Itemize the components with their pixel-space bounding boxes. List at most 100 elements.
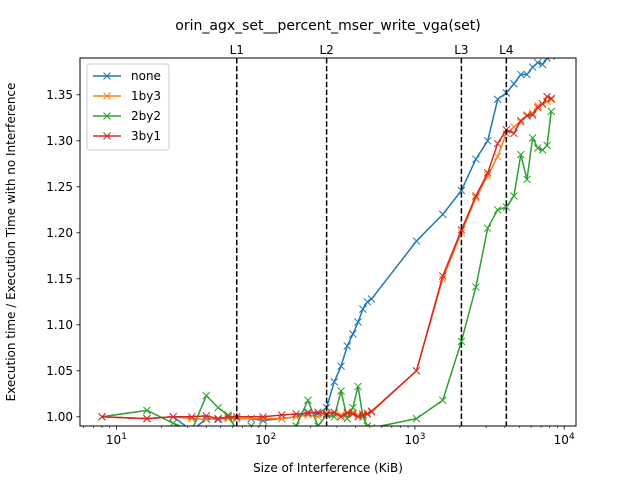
data-point-3by1 xyxy=(493,139,502,148)
data-point-2by2 xyxy=(516,150,525,159)
legend-box xyxy=(86,63,170,151)
data-point-2by2 xyxy=(278,427,285,434)
data-point-none xyxy=(493,95,502,104)
data-point-3by1 xyxy=(277,411,286,419)
data-point-3by1 xyxy=(314,408,322,417)
data-point-none xyxy=(516,70,525,79)
data-point-none xyxy=(483,136,492,145)
data-point-2by2 xyxy=(337,387,345,395)
data-point-none xyxy=(533,58,542,67)
x-tick-label: 104 xyxy=(554,432,575,447)
data-point-3by1 xyxy=(359,411,367,419)
y-tick-label: 1.15 xyxy=(46,272,73,286)
data-point-2by2 xyxy=(247,422,256,426)
legend-item-2by2: 2by2 xyxy=(93,109,161,123)
data-point-none xyxy=(304,408,312,417)
data-point-3by1 xyxy=(354,412,362,421)
data-point-2by2 xyxy=(543,141,551,150)
data-point-2by2 xyxy=(510,192,518,200)
data-point-2by2 xyxy=(314,422,322,426)
legend-label: 3by1 xyxy=(131,129,161,143)
data-point-2by2 xyxy=(354,382,362,391)
data-point-none xyxy=(343,342,352,350)
legend-item-3by1: 3by1 xyxy=(93,129,161,143)
data-point-3by1 xyxy=(516,116,525,125)
data-point-3by1 xyxy=(169,412,178,421)
data-point-3by1 xyxy=(457,226,466,234)
data-point-2by2 xyxy=(472,283,480,291)
data-point-2by2 xyxy=(493,205,502,214)
data-point-2by2 xyxy=(412,414,421,423)
data-point-2by2 xyxy=(502,203,511,211)
data-point-none xyxy=(538,60,547,69)
data-point-none xyxy=(412,237,421,245)
data-point-2by2 xyxy=(367,423,376,426)
legend: none 1by3 2by2 3by1 xyxy=(86,63,170,151)
data-point-none xyxy=(337,362,345,371)
data-point-2by2 xyxy=(528,134,537,142)
y-axis-label: Execution time / Execution Time with no … xyxy=(4,83,18,402)
data-point-1by3 xyxy=(277,414,286,423)
cache-label-l4: L4 xyxy=(499,43,513,57)
y-tick-label: 1.20 xyxy=(46,226,73,240)
series-3by1 xyxy=(98,92,556,423)
legend-item-1by3: 1by3 xyxy=(93,89,161,103)
data-point-3by1 xyxy=(528,111,537,119)
data-point-1by3 xyxy=(533,101,542,110)
data-point-2by2 xyxy=(483,224,492,233)
data-point-3by1 xyxy=(363,410,372,418)
data-point-none xyxy=(363,297,372,306)
legend-marker xyxy=(103,132,111,140)
data-point-none xyxy=(354,318,362,326)
cache-label-l2: L2 xyxy=(319,43,333,57)
series-layer xyxy=(98,58,556,434)
data-point-2by2 xyxy=(523,175,531,184)
y-tick-label: 1.00 xyxy=(46,410,73,424)
data-point-2by2 xyxy=(233,427,240,434)
legend-label: 1by3 xyxy=(131,89,161,103)
data-point-none xyxy=(543,58,551,62)
x-tick-label: 102 xyxy=(255,432,276,447)
data-point-2by2 xyxy=(438,396,447,405)
data-point-none xyxy=(367,295,376,303)
legend-label: none xyxy=(131,69,161,83)
data-point-1by3 xyxy=(337,411,345,419)
y-axis-ticks: 1.00 1.05 1.10 1.15 1.20 1.25 1.30 1.35 xyxy=(46,88,80,424)
data-point-2by2 xyxy=(143,406,151,415)
data-point-2by2 xyxy=(363,422,372,426)
data-point-3by1 xyxy=(483,169,492,177)
data-point-3by1 xyxy=(543,92,551,101)
data-point-none xyxy=(510,79,518,88)
x-axis-ticks: 101 102 103 104 xyxy=(83,426,575,447)
data-point-none xyxy=(188,427,195,434)
data-point-3by1 xyxy=(472,192,480,200)
data-point-3by1 xyxy=(187,412,196,421)
data-point-3by1 xyxy=(538,100,547,108)
data-point-3by1 xyxy=(224,412,232,421)
y-tick-label: 1.25 xyxy=(46,180,73,194)
data-point-1by3 xyxy=(493,152,502,161)
data-point-3by1 xyxy=(202,412,211,420)
data-point-2by2 xyxy=(457,337,466,346)
data-point-3by1 xyxy=(547,94,556,103)
legend-item-none: none xyxy=(93,69,161,83)
data-point-2by2 xyxy=(304,396,312,405)
data-point-3by1 xyxy=(412,366,421,375)
data-point-2by2 xyxy=(214,403,222,412)
data-point-3by1 xyxy=(510,129,518,138)
cache-label-l3: L3 xyxy=(454,43,468,57)
data-point-none xyxy=(547,58,556,61)
legend-label: 2by2 xyxy=(131,109,161,123)
data-point-3by1 xyxy=(292,410,301,418)
data-point-3by1 xyxy=(337,412,345,421)
legend-marker xyxy=(103,112,111,120)
data-point-none xyxy=(214,415,222,424)
data-point-3by1 xyxy=(304,409,312,417)
data-point-none xyxy=(438,210,447,219)
data-point-3by1 xyxy=(349,410,357,418)
data-point-none xyxy=(523,70,531,79)
cache-label-l1: L1 xyxy=(230,43,244,57)
data-point-none xyxy=(457,186,466,195)
data-point-3by1 xyxy=(533,103,542,112)
